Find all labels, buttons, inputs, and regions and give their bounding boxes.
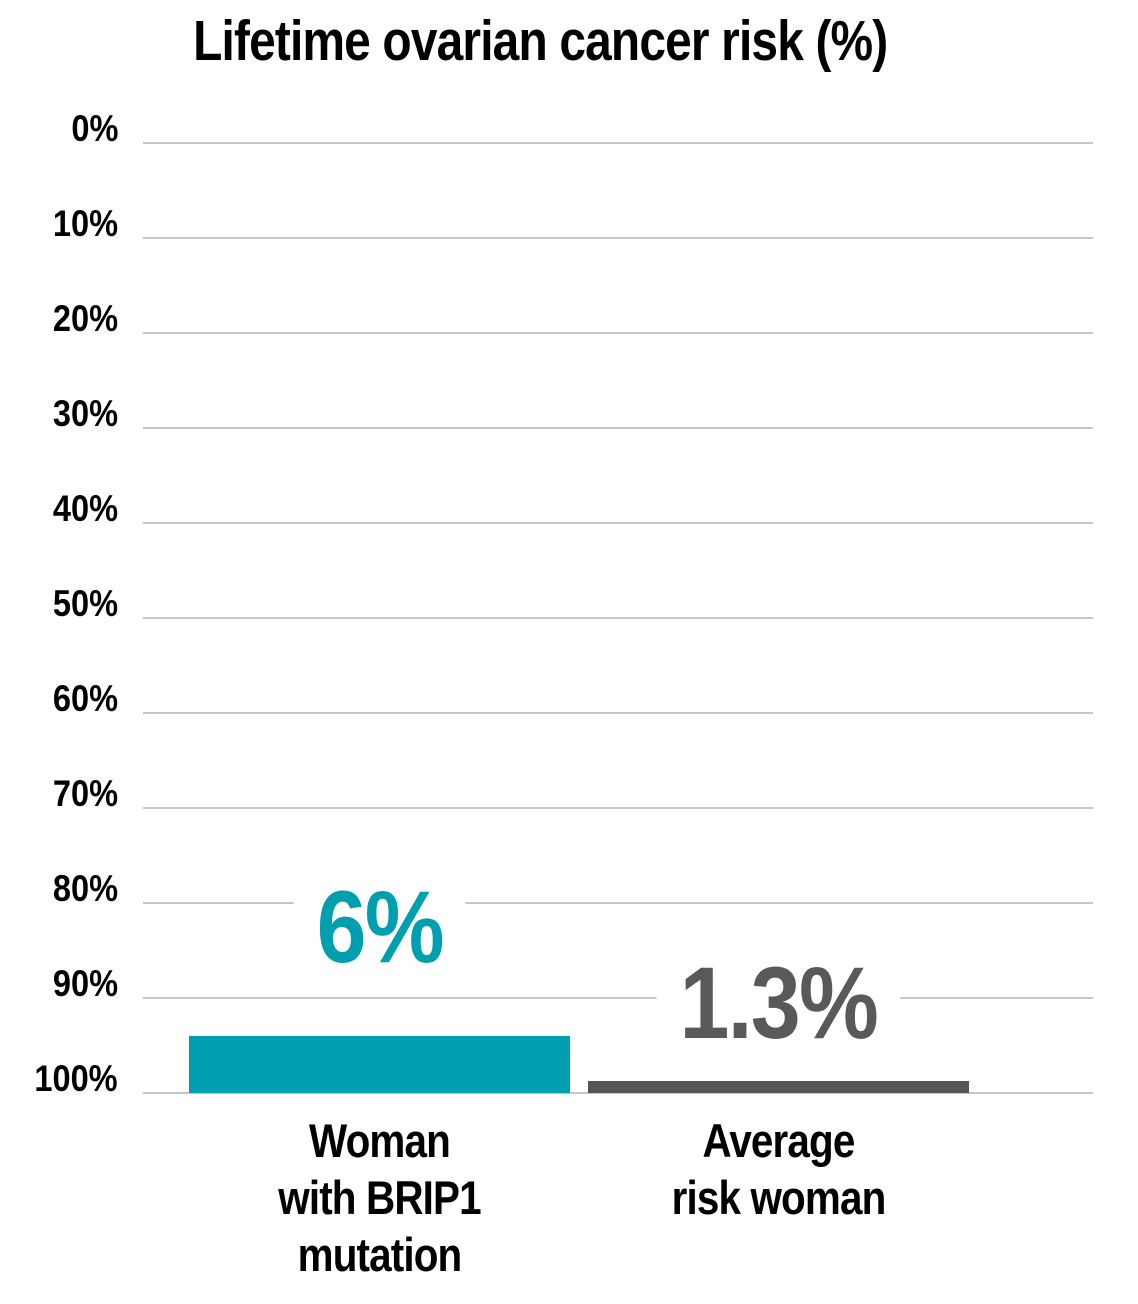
y-axis-tick: 100% [0, 1048, 118, 1099]
y-axis-tick-label: 50% [52, 582, 118, 624]
gridline [143, 902, 1093, 904]
chart-title: Lifetime ovarian cancer risk (%) [0, 10, 1080, 73]
category-label-brip1-mutation: Woman with BRIP1 mutation [139, 1112, 620, 1283]
y-axis-tick: 60% [0, 668, 118, 719]
bar-brip1-mutation [189, 1036, 570, 1093]
y-axis-tick: 10% [0, 193, 118, 244]
y-axis-tick-label: 30% [52, 392, 118, 434]
y-axis-tick: 30% [0, 383, 118, 434]
gridline [143, 1092, 1093, 1094]
category-label-line: with BRIP1 [278, 1171, 481, 1224]
value-label-brip1-mutation: 6% [189, 868, 570, 978]
bar-average-risk [588, 1081, 969, 1093]
y-axis-tick-label: 10% [52, 202, 118, 244]
y-axis-tick: 40% [0, 478, 118, 529]
gridline [143, 332, 1093, 334]
y-axis-tick: 80% [0, 858, 118, 909]
category-label-line: mutation [297, 1228, 463, 1281]
gridline [143, 807, 1093, 809]
y-axis-tick-label: 40% [52, 487, 118, 529]
gridline [143, 237, 1093, 239]
y-axis-tick: 70% [0, 763, 118, 814]
gridline [143, 997, 1093, 999]
y-axis-tick: 20% [0, 288, 118, 339]
y-axis-tick-label: 70% [52, 772, 118, 814]
category-label-line: Woman [309, 1114, 451, 1167]
gridline [143, 142, 1093, 144]
y-axis-tick-label: 20% [52, 297, 118, 339]
gridline [143, 522, 1093, 524]
y-axis-tick-label: 0% [70, 107, 118, 149]
category-label-line: risk woman [671, 1171, 887, 1224]
value-label-text: 1.3% [656, 953, 901, 1054]
gridline [143, 712, 1093, 714]
y-axis-tick: 50% [0, 573, 118, 624]
gridline [143, 617, 1093, 619]
gridline [143, 427, 1093, 429]
category-label-average-risk: Average risk woman [538, 1112, 1019, 1226]
y-axis-tick-label: 90% [52, 962, 118, 1004]
chart-title-text: Lifetime ovarian cancer risk (%) [192, 9, 888, 73]
value-label-text: 6% [293, 877, 466, 978]
y-axis-tick-label: 80% [52, 867, 118, 909]
category-label-line: Average [702, 1114, 855, 1167]
value-label-average-risk: 1.3% [588, 944, 969, 1054]
y-axis-tick: 0% [0, 98, 118, 149]
y-axis-tick-label: 100% [34, 1057, 118, 1099]
y-axis-tick-label: 60% [52, 677, 118, 719]
y-axis-tick: 90% [0, 953, 118, 1004]
